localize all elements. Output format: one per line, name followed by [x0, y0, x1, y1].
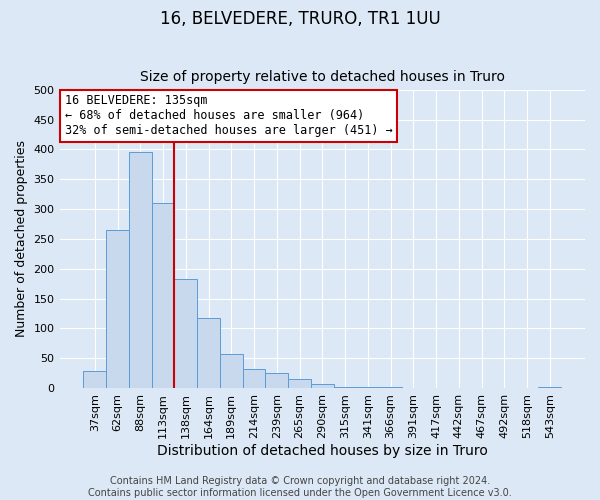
Bar	[311, 384, 334, 388]
Text: Contains HM Land Registry data © Crown copyright and database right 2024.
Contai: Contains HM Land Registry data © Crown c…	[88, 476, 512, 498]
Bar	[242, 369, 265, 388]
Bar	[152, 203, 175, 388]
X-axis label: Distribution of detached houses by size in Truro: Distribution of detached houses by size …	[157, 444, 488, 458]
Bar	[288, 379, 311, 388]
Bar	[175, 280, 197, 388]
Bar	[106, 230, 129, 388]
Text: 16, BELVEDERE, TRURO, TR1 1UU: 16, BELVEDERE, TRURO, TR1 1UU	[160, 10, 440, 28]
Text: 16 BELVEDERE: 135sqm
← 68% of detached houses are smaller (964)
32% of semi-deta: 16 BELVEDERE: 135sqm ← 68% of detached h…	[65, 94, 392, 138]
Bar	[83, 372, 106, 388]
Bar	[220, 354, 242, 388]
Bar	[538, 387, 561, 388]
Bar	[129, 152, 152, 388]
Y-axis label: Number of detached properties: Number of detached properties	[15, 140, 28, 338]
Bar	[197, 318, 220, 388]
Title: Size of property relative to detached houses in Truro: Size of property relative to detached ho…	[140, 70, 505, 85]
Bar	[265, 373, 288, 388]
